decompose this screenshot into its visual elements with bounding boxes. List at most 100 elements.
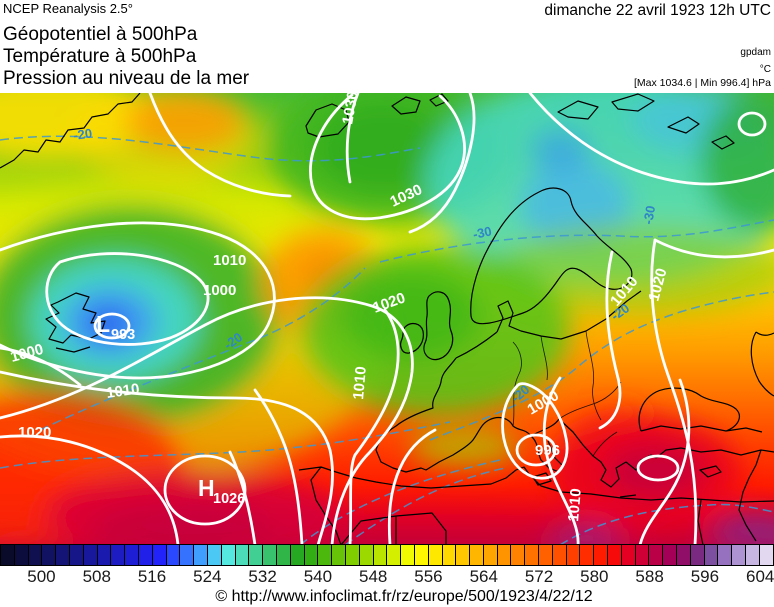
colorbar-cell xyxy=(27,544,42,566)
colorbar-cell xyxy=(634,544,649,566)
colorbar-cell xyxy=(758,544,774,566)
colorbar-cell xyxy=(469,544,483,566)
isobar-label: 1010 xyxy=(565,488,585,523)
colorbar-cell xyxy=(455,544,470,566)
isobar-1010-med-east xyxy=(638,378,691,547)
colorbar-cell xyxy=(745,544,759,566)
unit-geopotential: gpdam xyxy=(740,47,771,58)
colorbar-cell xyxy=(538,544,552,566)
coastline-britain xyxy=(423,291,454,361)
pressure-center-value: 1026 xyxy=(213,491,245,507)
colorbar-tick: 548 xyxy=(358,567,388,586)
isotherm-path xyxy=(344,467,506,546)
isobar-label: 1000 xyxy=(203,282,236,299)
colorbar-cell xyxy=(579,544,594,566)
colorbar-cell xyxy=(179,544,194,566)
colorbar-cell xyxy=(13,544,28,566)
colorbar-cell xyxy=(731,544,746,566)
isobar-morocco-3 xyxy=(387,428,437,547)
isobar-1020-east xyxy=(650,238,698,547)
colorbar-tick: 540 xyxy=(303,567,333,586)
colorbar-cell xyxy=(193,544,207,566)
isotherm-label: -30 xyxy=(640,204,658,225)
colorbar-tick: 556 xyxy=(414,567,443,586)
colorbar-cell xyxy=(262,544,276,566)
isobar-ridge-east xyxy=(408,91,476,234)
coastline-france-iberia xyxy=(375,357,532,473)
credit-url: © http://www.infoclimat.fr/rz/europe/500… xyxy=(215,588,593,605)
isotherm-path xyxy=(379,219,774,263)
isobar-label: 1020 xyxy=(18,424,51,441)
unit-temperature: °C xyxy=(759,64,771,75)
colorbar-tick: 596 xyxy=(690,567,720,586)
colorbar-cell xyxy=(358,544,373,566)
isotherm-path xyxy=(299,459,501,546)
colorbar-cell xyxy=(331,544,345,566)
colorbar-tick: 508 xyxy=(82,567,111,586)
colorbar-cell xyxy=(220,544,235,566)
isobar-northeast-2 xyxy=(653,238,774,259)
colorbar-tick: 532 xyxy=(248,567,277,586)
colorbar-cell xyxy=(41,544,56,566)
isobar-ring-ne xyxy=(737,111,767,137)
pressure-center-letter: H xyxy=(198,475,215,501)
colorbar-cell xyxy=(303,544,318,566)
coastline-levant xyxy=(697,449,762,546)
colorbar-cell xyxy=(206,544,221,566)
isotherm-path xyxy=(0,421,451,469)
colorbar-cell xyxy=(496,544,511,566)
isobar-northeast-1 xyxy=(528,91,774,186)
colorbar-cell xyxy=(441,544,456,566)
param-mslp: Pression au niveau de la mer xyxy=(3,68,250,89)
colorbar-cell xyxy=(400,544,414,566)
isobar-1020-left xyxy=(0,434,180,547)
isobar-label: 996 xyxy=(535,442,560,459)
coastline-ireland xyxy=(400,322,424,354)
coastline-greenland xyxy=(0,92,141,169)
isobar-greenland xyxy=(148,91,292,198)
colorbar-cell xyxy=(317,544,332,566)
pressure-range: [Max 1034.6 | Min 996.4] hPa xyxy=(634,77,771,89)
isobar-1000-left xyxy=(0,346,82,387)
isotherm-label: -30 xyxy=(472,223,494,242)
coastline-turkey-blacksea xyxy=(638,387,774,459)
colorbar-cell xyxy=(0,544,14,566)
colorbar-cell xyxy=(607,544,621,566)
isobar-1015 xyxy=(348,308,400,547)
isotherms-layer xyxy=(0,135,774,546)
colorbar-tick: 588 xyxy=(635,567,664,586)
coastline-caspian xyxy=(750,331,774,397)
isobar-1000-low xyxy=(45,252,210,346)
colorbar-cell xyxy=(96,544,111,566)
colorbar-tick: 500 xyxy=(27,567,56,586)
colorbar-tick: 524 xyxy=(193,567,222,586)
product-title: NCEP Reanalysis 2.5° xyxy=(3,1,133,16)
colorbar-cell xyxy=(620,544,635,566)
colorbar-cell xyxy=(82,544,97,566)
colorbar-cell xyxy=(551,544,566,566)
colorbar-cell xyxy=(151,544,166,566)
isotherm-path xyxy=(0,135,421,162)
colorbar-cell xyxy=(110,544,125,566)
isobars-layer xyxy=(0,91,774,547)
isobar-1030-loop xyxy=(309,93,466,221)
colorbar-cell xyxy=(165,544,180,566)
isobar-1020-west xyxy=(0,296,414,547)
geopotential-colorbar xyxy=(0,544,774,566)
coastline-balkans-greece xyxy=(530,418,657,498)
isobar-label: 1030 xyxy=(339,93,362,126)
colorbar-cell xyxy=(68,544,83,566)
colorbar-cell xyxy=(689,544,704,566)
colorbar-tick: 516 xyxy=(137,567,167,586)
isobar-993-ring xyxy=(93,312,131,340)
colorbar-cell xyxy=(703,544,718,566)
param-geopotential: Géopotentiel à 500hPa xyxy=(3,24,198,45)
colorbar-cell xyxy=(524,544,539,566)
colorbar-cell xyxy=(344,544,359,566)
colorbar-cell xyxy=(565,544,580,566)
colorbar-cell xyxy=(593,544,608,566)
valid-datetime: dimanche 22 avril 1923 12h UTC xyxy=(544,2,771,19)
colorbar-cell xyxy=(482,544,497,566)
